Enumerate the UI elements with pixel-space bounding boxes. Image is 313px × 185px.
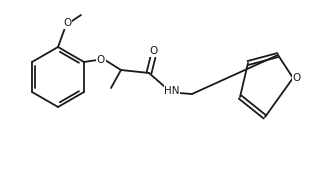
Text: O: O xyxy=(293,73,301,83)
Text: HN: HN xyxy=(164,86,180,96)
Text: O: O xyxy=(63,18,71,28)
Text: O: O xyxy=(97,55,105,65)
Text: O: O xyxy=(150,46,158,56)
